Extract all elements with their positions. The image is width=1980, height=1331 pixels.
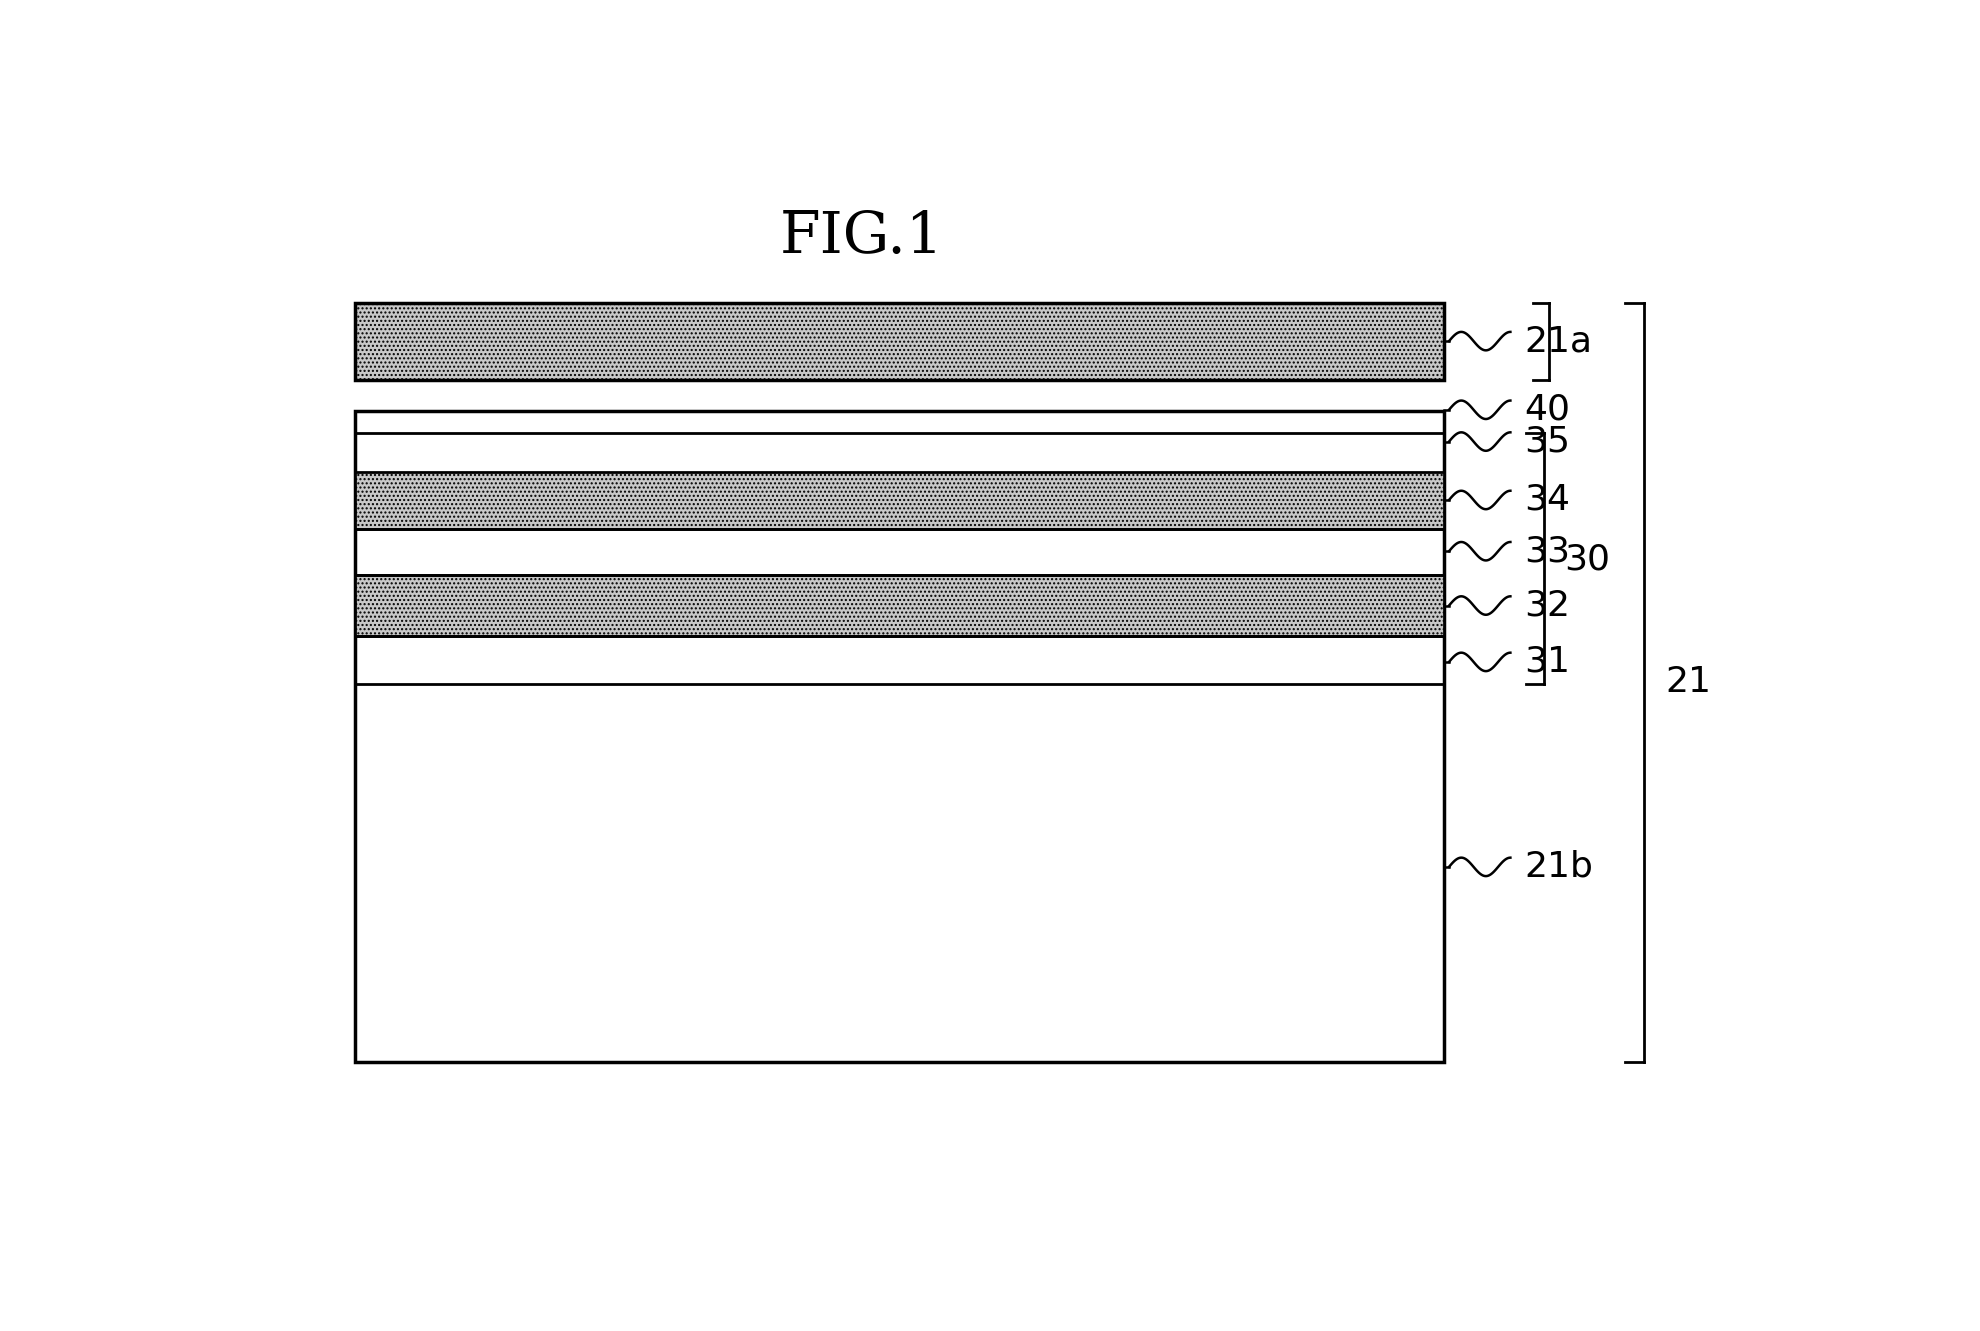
Bar [354, 473, 1443, 528]
Text: 35: 35 [1525, 425, 1570, 459]
Text: 21b: 21b [1525, 851, 1594, 884]
Text: FIG.1: FIG.1 [780, 209, 942, 265]
Text: 32: 32 [1525, 588, 1570, 623]
Bar [354, 575, 1443, 636]
Text: 33: 33 [1525, 534, 1570, 568]
Text: 34: 34 [1525, 483, 1570, 516]
Text: 31: 31 [1525, 646, 1570, 679]
Bar [354, 303, 1443, 381]
Text: 40: 40 [1525, 393, 1570, 427]
Text: 30: 30 [1564, 543, 1610, 576]
Text: 21: 21 [1665, 666, 1711, 699]
Text: 21a: 21a [1525, 325, 1592, 358]
Bar [354, 411, 1443, 1062]
